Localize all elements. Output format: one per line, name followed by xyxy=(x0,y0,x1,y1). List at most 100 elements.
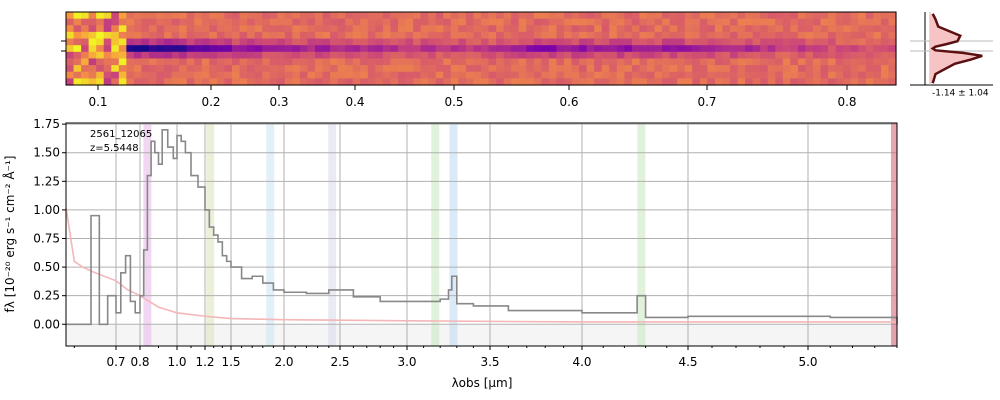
heatmap-cell xyxy=(624,65,633,73)
heatmap-cell xyxy=(269,65,278,73)
heatmap-cell xyxy=(790,58,799,66)
heatmap-cell xyxy=(609,12,618,20)
heatmap-cell xyxy=(352,31,361,40)
heatmap-cell xyxy=(556,45,565,53)
heatmap-cell xyxy=(126,58,135,66)
heatmap-cell xyxy=(390,38,399,46)
heatmap-cell xyxy=(164,78,173,86)
heatmap-cell xyxy=(126,45,135,53)
spectrum-2d-xaxis: 0.1 0.2 0.3 0.4 0.5 0.6 0.7 0.8 xyxy=(88,85,857,109)
heatmap-cell xyxy=(126,18,135,26)
heatmap-cell xyxy=(164,51,173,60)
heatmap-cell xyxy=(616,65,625,73)
heatmap-cell xyxy=(760,25,769,33)
heatmap-cell xyxy=(722,45,731,53)
heatmap-cell xyxy=(865,51,874,60)
heatmap-cell xyxy=(66,38,75,46)
heatmap-cell xyxy=(375,31,384,40)
heatmap-cell xyxy=(284,25,293,33)
heatmap-cell xyxy=(232,78,241,86)
heatmap-cell xyxy=(481,25,490,33)
heatmap-cell xyxy=(141,25,150,33)
heatmap-cell xyxy=(481,18,490,26)
heatmap-cell xyxy=(888,25,897,33)
heatmap-cell xyxy=(96,38,105,46)
heatmap-cell xyxy=(564,45,573,53)
heatmap-cell xyxy=(752,65,761,73)
heatmap-cell xyxy=(450,65,459,73)
heatmap-cell xyxy=(73,65,82,73)
heatmap-cell xyxy=(307,78,316,86)
heatmap-cell xyxy=(405,38,414,46)
heatmap-cell xyxy=(164,65,173,73)
heatmap-cell xyxy=(352,45,361,53)
heatmap-cell xyxy=(360,65,369,73)
heatmap-cell xyxy=(465,38,475,46)
heatmap-cell xyxy=(813,38,822,46)
heatmap-cell xyxy=(662,25,671,33)
heatmap-cell xyxy=(616,25,625,33)
heatmap-cell xyxy=(133,25,143,33)
heatmap-cell xyxy=(450,25,459,33)
heatmap-cell xyxy=(247,18,256,26)
heatmap-cell xyxy=(96,78,105,86)
heatmap-cell xyxy=(413,65,422,73)
heatmap-cell xyxy=(805,58,814,66)
heatmap-cell xyxy=(156,71,165,79)
heatmap-cell xyxy=(315,51,324,60)
heatmap-cell xyxy=(586,38,595,46)
heatmap-cell xyxy=(239,51,248,60)
heatmap-cell xyxy=(730,25,739,33)
heatmap-cell xyxy=(277,58,286,66)
heatmap-cell xyxy=(511,58,520,66)
heatmap-cell xyxy=(149,78,158,86)
heatmap-cell xyxy=(579,12,588,20)
heatmap-cell xyxy=(858,31,867,40)
heatmap-cell xyxy=(767,38,776,46)
heatmap-cell xyxy=(511,25,520,33)
heatmap-cell xyxy=(760,12,769,20)
heatmap-cell xyxy=(526,65,535,73)
heatmap-cell xyxy=(360,51,369,60)
heatmap-cell xyxy=(843,65,852,73)
heatmap-cell xyxy=(888,51,897,60)
heatmap-cell xyxy=(865,71,874,79)
heatmap-cell xyxy=(888,58,897,66)
heatmap-cell xyxy=(873,12,882,20)
heatmap-cell xyxy=(360,38,369,46)
heatmap-cell xyxy=(609,45,618,53)
heatmap-cell xyxy=(352,25,361,33)
heatmap-cell xyxy=(564,58,573,66)
heatmap-cell xyxy=(707,51,716,60)
heatmap-cell xyxy=(805,78,814,86)
heatmap-cell xyxy=(684,12,693,20)
heatmap-cell xyxy=(141,31,150,40)
x-tick-label: 5.0 xyxy=(798,355,817,369)
heatmap-cell xyxy=(797,38,807,46)
heatmap-cell xyxy=(375,65,384,73)
heatmap-cell xyxy=(186,18,195,26)
heatmap-cell xyxy=(420,78,429,86)
heatmap-cell xyxy=(654,18,663,26)
heatmap-cell xyxy=(126,31,135,40)
heatmap-cell xyxy=(752,78,761,86)
heatmap-cell xyxy=(171,58,180,66)
heatmap-cell xyxy=(156,25,165,33)
heatmap-cell xyxy=(586,65,595,73)
y-tick-label: 0.00 xyxy=(33,317,60,331)
heatmap-cell xyxy=(873,65,882,73)
heatmap-cell xyxy=(843,25,852,33)
heatmap-cell xyxy=(164,38,173,46)
heatmap-cell xyxy=(481,71,490,79)
heatmap-cell xyxy=(692,31,701,40)
heatmap-cell xyxy=(699,18,708,26)
emission-line-band xyxy=(637,123,646,346)
heatmap-cell xyxy=(149,65,158,73)
heatmap-cell xyxy=(548,71,558,79)
heatmap-cell xyxy=(699,78,708,86)
heatmap-cell xyxy=(586,78,595,86)
heatmap-cell xyxy=(149,18,158,26)
heatmap-cell xyxy=(232,71,241,79)
heatmap-cell xyxy=(714,12,724,20)
heatmap-cell xyxy=(126,71,135,79)
